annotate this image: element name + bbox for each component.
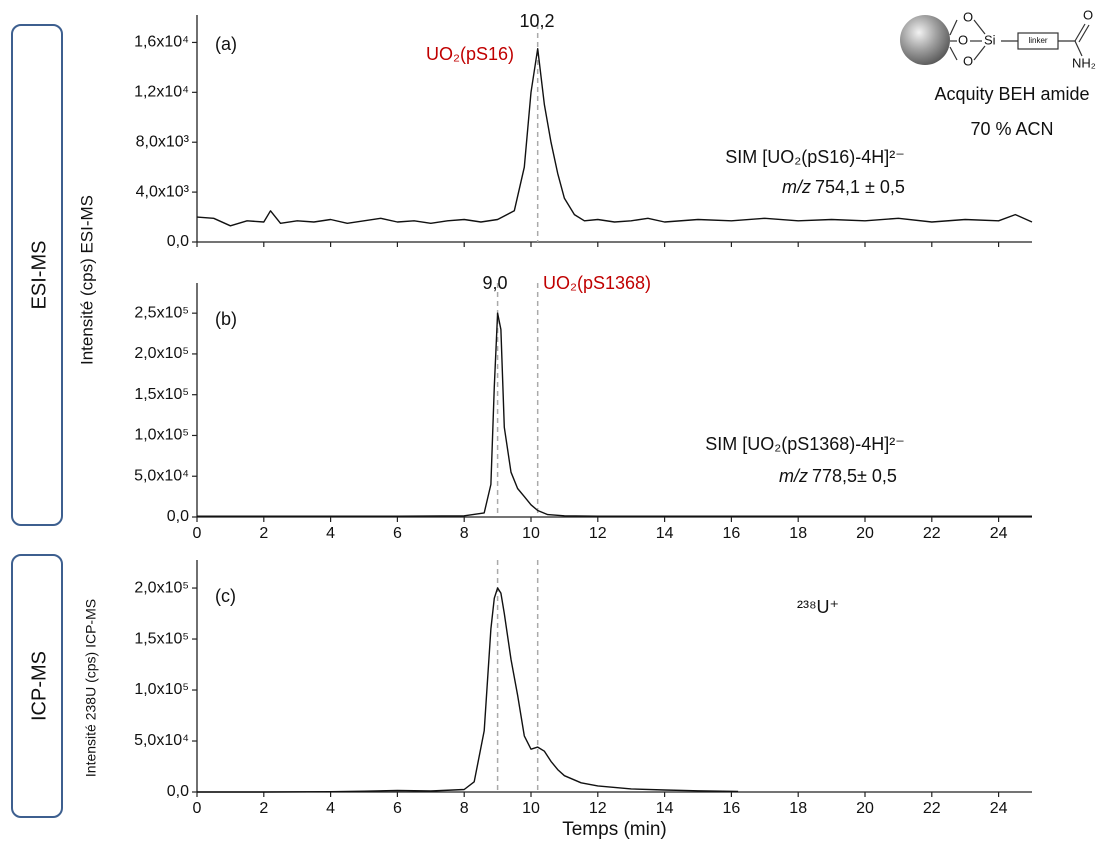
x-tick-label: 0 (193, 525, 202, 542)
trace (196, 48, 1033, 227)
x-tick-label: 14 (656, 800, 674, 817)
x-tick-label: 24 (990, 800, 1008, 817)
panel-label: (a) (215, 34, 237, 54)
atom: O (963, 53, 973, 68)
atom: O (963, 9, 973, 24)
atom: NH₂ (1072, 55, 1096, 70)
x-tick-label: 14 (656, 525, 674, 542)
x-tick-label: 22 (923, 525, 941, 542)
x-tick-label: 22 (923, 800, 941, 817)
y-tick-label: 2,5x10⁵ (134, 304, 189, 321)
y-tick-label: 1,5x10⁵ (134, 386, 189, 403)
x-tick-label: 4 (326, 800, 335, 817)
x-tick-label: 12 (589, 525, 607, 542)
y-tick-label: 1,6x10⁴ (134, 34, 189, 51)
silica-particle (900, 15, 950, 65)
x-tick-label: 2 (259, 525, 268, 542)
mz-label: 778,5± 0,5 (812, 466, 897, 486)
sim-label: SIM [UO₂(pS16)-4H]²⁻ (725, 147, 905, 167)
trace (197, 587, 739, 793)
x-tick-label: 8 (460, 525, 469, 542)
trace (197, 312, 1032, 517)
y-tick-label: 8,0x10³ (136, 133, 190, 150)
y-tick-label: 1,0x10⁵ (134, 681, 189, 698)
y-tick-label: 2,0x10⁵ (134, 579, 189, 596)
bond (973, 19, 986, 35)
y-tick-label: 2,0x10⁵ (134, 345, 189, 362)
x-tick-label: 24 (990, 525, 1008, 542)
esi-label: ESI-MS (28, 241, 50, 310)
y-axis-title: Intensité 238U (cps) ICP-MS (83, 599, 99, 777)
y-tick-label: 0,0 (167, 783, 189, 800)
y-tick-label: 1,2x10⁴ (134, 84, 189, 101)
atom: O (958, 32, 968, 47)
y-tick-label: 1,0x10⁵ (134, 427, 189, 444)
x-tick-label: 10 (522, 525, 540, 542)
x-tick-label: 0 (193, 800, 202, 817)
mz-label: 754,1 ± 0,5 (815, 177, 905, 197)
peak-label: 10,2 (519, 11, 554, 31)
bond (1074, 23, 1086, 42)
x-tick-label: 6 (393, 800, 402, 817)
y-axis-title: Intensité (cps) ESI-MS (77, 195, 96, 365)
x-axis-title: Temps (min) (562, 819, 667, 840)
y-tick-label: 5,0x10⁴ (134, 732, 189, 749)
mz-prefix: m/z (779, 466, 808, 486)
stationary-phase-diagram: O O O Si linker O NH₂ (900, 7, 1096, 70)
linker-label: linker (1028, 36, 1047, 45)
y-tick-label: 0,0 (167, 233, 189, 250)
x-tick-label: 18 (789, 525, 807, 542)
x-tick-label: 20 (856, 800, 874, 817)
column-caption: Acquity BEH amide (934, 84, 1089, 104)
icp-box (11, 554, 63, 818)
x-tick-label: 12 (589, 800, 607, 817)
x-tick-label: 4 (326, 525, 335, 542)
y-tick-label: 4,0x10³ (136, 183, 190, 200)
y-tick-label: 5,0x10⁴ (134, 467, 189, 484)
y-tick-label: 0,0 (167, 508, 189, 525)
x-tick-label: 20 (856, 525, 874, 542)
icp-label: ICP-MS (28, 651, 50, 721)
panel-label: (c) (215, 586, 236, 606)
bond (1074, 40, 1083, 57)
atom: O (1083, 7, 1093, 22)
x-tick-label: 10 (522, 800, 540, 817)
panel-label: (b) (215, 309, 237, 329)
mz-prefix: m/z (782, 177, 811, 197)
isotope-label: ²³⁸U⁺ (797, 597, 839, 617)
sim-label: SIM [UO₂(pS1368)-4H]²⁻ (705, 434, 905, 454)
x-tick-label: 8 (460, 800, 469, 817)
bond (949, 19, 958, 36)
compound-label: UO₂(pS1368) (543, 273, 651, 293)
y-tick-label: 1,5x10⁵ (134, 630, 189, 647)
condition-caption: 70 % ACN (970, 119, 1053, 139)
x-tick-label: 16 (723, 800, 741, 817)
x-tick-label: 2 (259, 800, 268, 817)
esi-box (11, 24, 63, 526)
bond (949, 46, 958, 61)
bond (973, 45, 986, 61)
x-tick-label: 6 (393, 525, 402, 542)
atom: Si (984, 32, 996, 47)
x-tick-label: 16 (723, 525, 741, 542)
x-tick-label: 18 (789, 800, 807, 817)
compound-label: UO₂(pS16) (426, 44, 514, 64)
peak-label: 9,0 (482, 273, 507, 293)
bond (1078, 24, 1090, 43)
